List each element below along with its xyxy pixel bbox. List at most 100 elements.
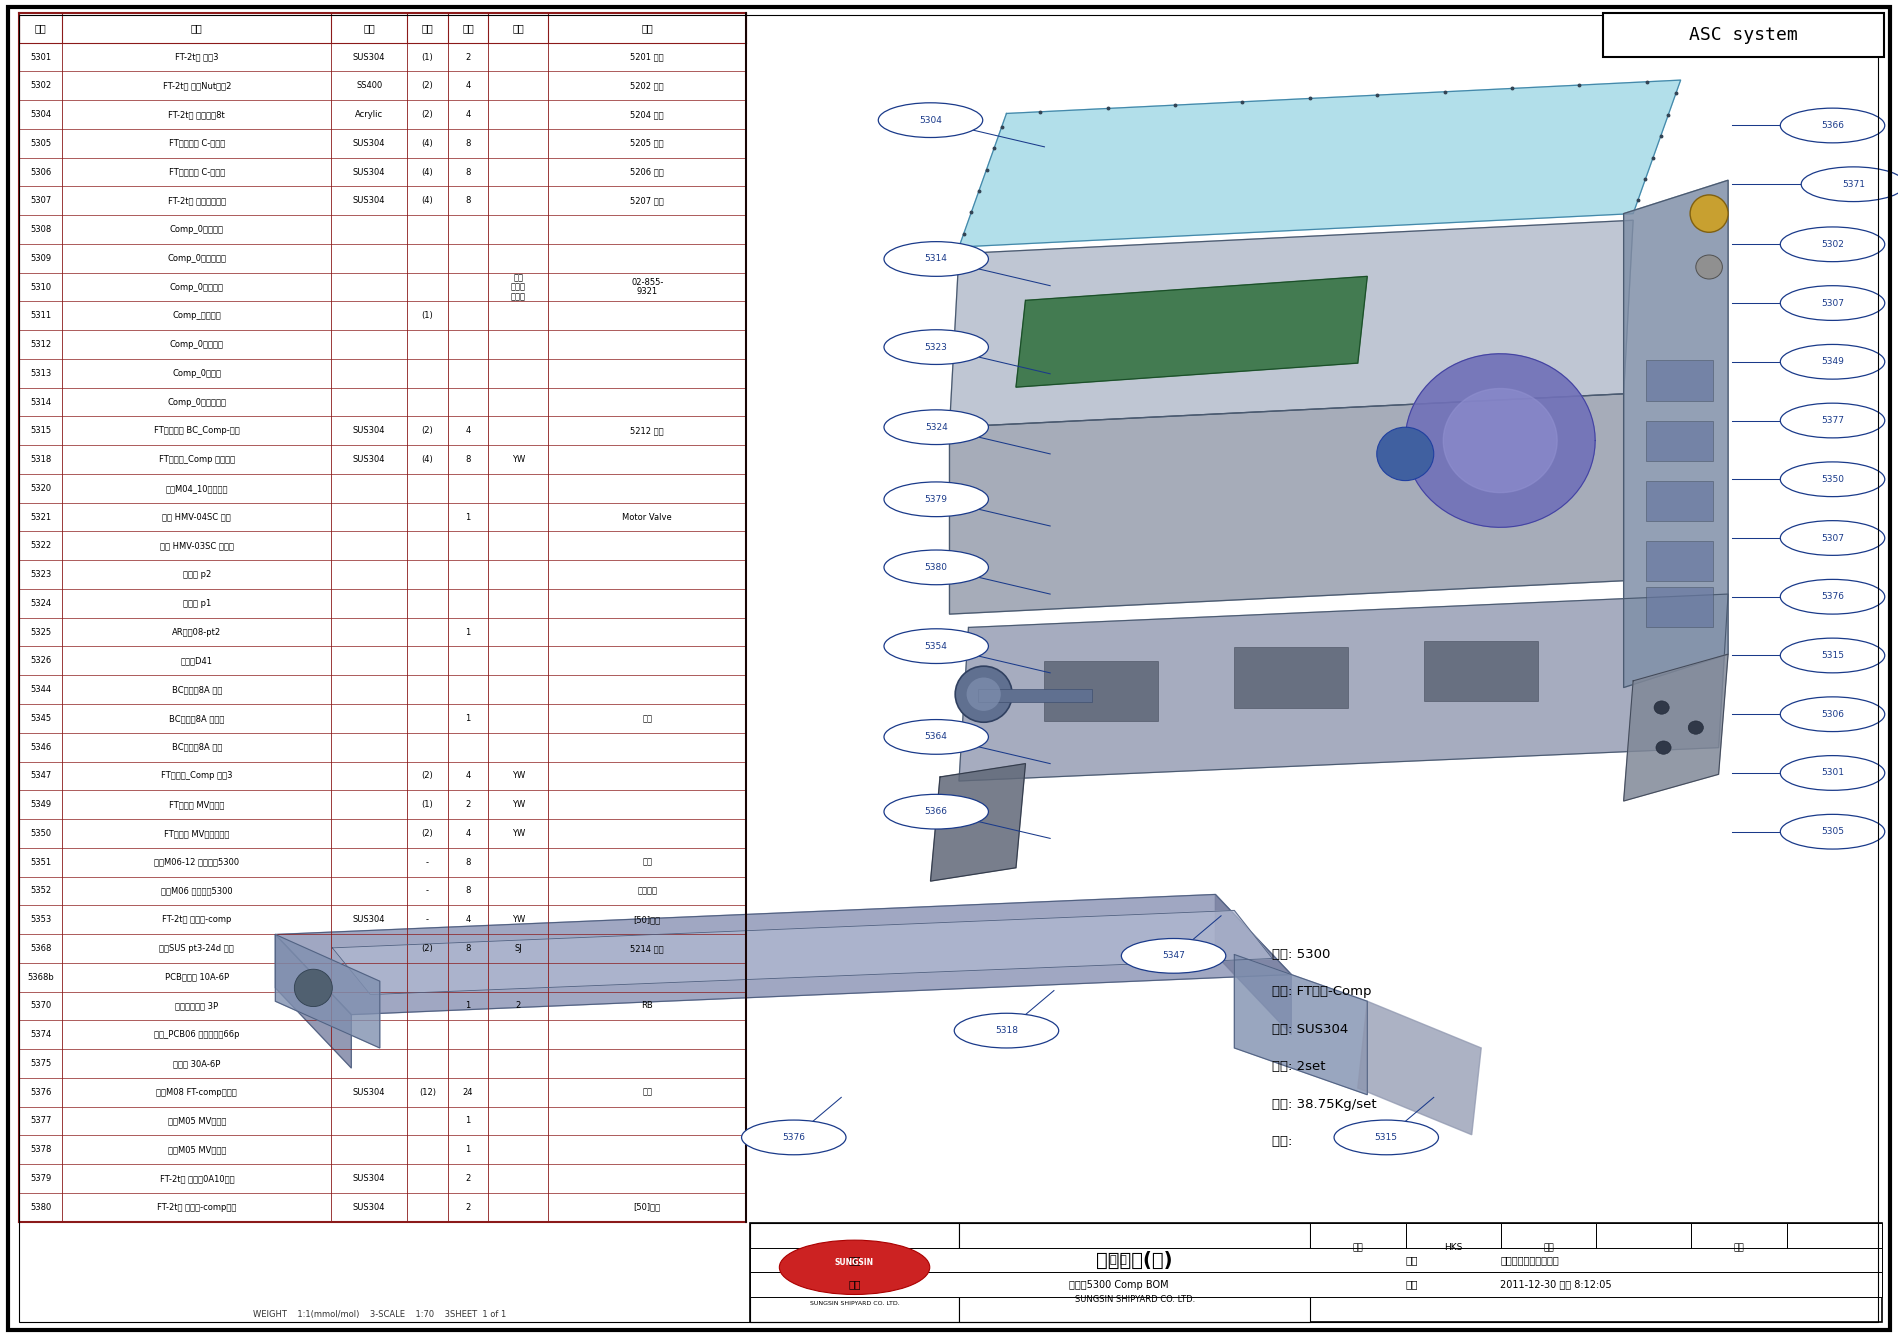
Text: 일자: 일자 bbox=[1405, 1280, 1418, 1290]
Ellipse shape bbox=[1778, 344, 1883, 379]
Polygon shape bbox=[1234, 955, 1367, 1095]
Text: 5306: 5306 bbox=[30, 168, 51, 176]
Text: 9321: 9321 bbox=[636, 287, 657, 296]
Text: 5313: 5313 bbox=[30, 368, 51, 378]
Ellipse shape bbox=[1778, 521, 1883, 555]
Text: 구메: 구메 bbox=[512, 274, 524, 282]
Text: 소켓SUS pt3-24d 관통: 소켓SUS pt3-24d 관통 bbox=[159, 944, 233, 953]
Polygon shape bbox=[1623, 654, 1727, 801]
Ellipse shape bbox=[1778, 579, 1883, 614]
Text: 5347: 5347 bbox=[30, 772, 51, 781]
Text: SUNGSIN SHIPYARD CO. LTD.: SUNGSIN SHIPYARD CO. LTD. bbox=[1074, 1295, 1194, 1304]
Text: 구메: 구메 bbox=[642, 857, 651, 866]
Ellipse shape bbox=[1376, 427, 1433, 481]
Text: 8: 8 bbox=[465, 168, 471, 176]
Polygon shape bbox=[1357, 1001, 1480, 1135]
Text: 1: 1 bbox=[465, 513, 471, 522]
Polygon shape bbox=[958, 80, 1680, 247]
Polygon shape bbox=[275, 934, 380, 1048]
Text: SUS304: SUS304 bbox=[353, 1203, 385, 1212]
Text: Comp_0모터다리: Comp_0모터다리 bbox=[169, 340, 224, 350]
Text: 제작: 제작 bbox=[512, 23, 524, 33]
Text: 해양수산특정연구개발: 해양수산특정연구개발 bbox=[1499, 1255, 1558, 1264]
Text: (1): (1) bbox=[421, 52, 433, 61]
Polygon shape bbox=[1442, 388, 1556, 493]
Text: 기판_PCB06 공기압축기66p: 기판_PCB06 공기압축기66p bbox=[154, 1031, 239, 1039]
Text: 5323: 5323 bbox=[924, 343, 947, 351]
Ellipse shape bbox=[1778, 756, 1883, 790]
Text: 5304: 5304 bbox=[919, 116, 941, 124]
Text: 5307: 5307 bbox=[30, 196, 51, 206]
Bar bbox=[1691, 1223, 1786, 1272]
Text: 효신 HMV-03SC 절곰판: 효신 HMV-03SC 절곰판 bbox=[159, 542, 233, 550]
Text: 5306: 5306 bbox=[1820, 710, 1843, 718]
Text: 5379: 5379 bbox=[924, 495, 947, 503]
Text: 5376: 5376 bbox=[30, 1088, 51, 1096]
Ellipse shape bbox=[1778, 108, 1883, 143]
Ellipse shape bbox=[1778, 227, 1883, 262]
Text: 품명: 품명 bbox=[192, 23, 203, 33]
Ellipse shape bbox=[778, 1240, 930, 1295]
Text: 제작:: 제작: bbox=[1272, 1135, 1296, 1148]
Bar bbox=[1646, 360, 1712, 400]
Text: 5307: 5307 bbox=[1820, 534, 1843, 542]
Text: 품번: 품번 bbox=[34, 23, 46, 33]
Text: 제 작: 제 작 bbox=[1110, 1255, 1126, 1264]
Text: PCB단자대 10A-6P: PCB단자대 10A-6P bbox=[165, 973, 230, 981]
Ellipse shape bbox=[1778, 462, 1883, 497]
Text: (2): (2) bbox=[421, 109, 433, 119]
Bar bbox=[750, 1223, 958, 1322]
Text: (12): (12) bbox=[419, 1088, 437, 1096]
Text: 5311: 5311 bbox=[30, 311, 51, 320]
Ellipse shape bbox=[884, 629, 987, 663]
Text: (4): (4) bbox=[421, 455, 433, 465]
Text: 1: 1 bbox=[465, 1145, 471, 1155]
Polygon shape bbox=[1623, 180, 1727, 688]
Text: 5349: 5349 bbox=[1820, 358, 1843, 366]
Text: 코리아: 코리아 bbox=[511, 283, 526, 291]
Text: 5315: 5315 bbox=[30, 426, 51, 435]
Text: SUS304: SUS304 bbox=[353, 196, 385, 206]
Text: SUS304: SUS304 bbox=[353, 914, 385, 924]
Text: 1: 1 bbox=[465, 1001, 471, 1011]
Text: 5380: 5380 bbox=[30, 1203, 51, 1212]
Text: 효신 HMV-04SC 밸브: 효신 HMV-04SC 밸브 bbox=[163, 513, 232, 522]
Text: 5346: 5346 bbox=[30, 742, 51, 752]
Bar bbox=[1424, 641, 1537, 701]
Text: 5371: 5371 bbox=[1841, 180, 1864, 188]
Text: 재질: SUS304: 재질: SUS304 bbox=[1272, 1023, 1348, 1036]
Text: 1: 1 bbox=[465, 627, 471, 637]
Text: 5314: 5314 bbox=[30, 398, 51, 407]
Text: 2: 2 bbox=[465, 800, 471, 809]
Text: FT-2t각 카바Nut통튄2: FT-2t각 카바Nut통튄2 bbox=[163, 81, 232, 91]
Ellipse shape bbox=[1799, 167, 1898, 202]
Text: 와사추가: 와사추가 bbox=[638, 886, 657, 896]
Text: 5377: 5377 bbox=[1820, 417, 1843, 425]
Ellipse shape bbox=[1653, 701, 1668, 714]
Text: SUS304: SUS304 bbox=[353, 1088, 385, 1096]
Text: 8: 8 bbox=[465, 944, 471, 953]
Text: 8: 8 bbox=[465, 139, 471, 148]
Ellipse shape bbox=[884, 794, 987, 829]
Text: 5364: 5364 bbox=[924, 733, 947, 741]
Text: 誠信造船(株): 誠信造船(株) bbox=[1095, 1251, 1173, 1270]
Text: 비고: 비고 bbox=[642, 23, 653, 33]
Text: 5206 동일: 5206 동일 bbox=[630, 168, 664, 176]
Text: 단자대 30A-6P: 단자대 30A-6P bbox=[173, 1059, 220, 1068]
Text: 품명: FT고정-Comp: 품명: FT고정-Comp bbox=[1272, 985, 1370, 999]
Text: 5302: 5302 bbox=[1820, 240, 1843, 248]
Text: 4: 4 bbox=[465, 426, 471, 435]
Text: 1: 1 bbox=[465, 1116, 471, 1125]
Text: 8: 8 bbox=[465, 857, 471, 866]
Bar bbox=[977, 689, 1091, 702]
Text: 5315: 5315 bbox=[1374, 1133, 1397, 1141]
Text: 5314: 5314 bbox=[924, 255, 947, 263]
Ellipse shape bbox=[884, 242, 987, 276]
Text: 중량: 38.75Kg/set: 중량: 38.75Kg/set bbox=[1272, 1097, 1376, 1111]
Text: 5318: 5318 bbox=[995, 1027, 1017, 1035]
Text: 피스M04_10남비머리: 피스M04_10남비머리 bbox=[165, 483, 228, 493]
Ellipse shape bbox=[955, 666, 1012, 722]
Text: 5366: 5366 bbox=[924, 808, 947, 816]
Bar bbox=[1646, 587, 1712, 627]
Text: YW: YW bbox=[511, 829, 524, 838]
